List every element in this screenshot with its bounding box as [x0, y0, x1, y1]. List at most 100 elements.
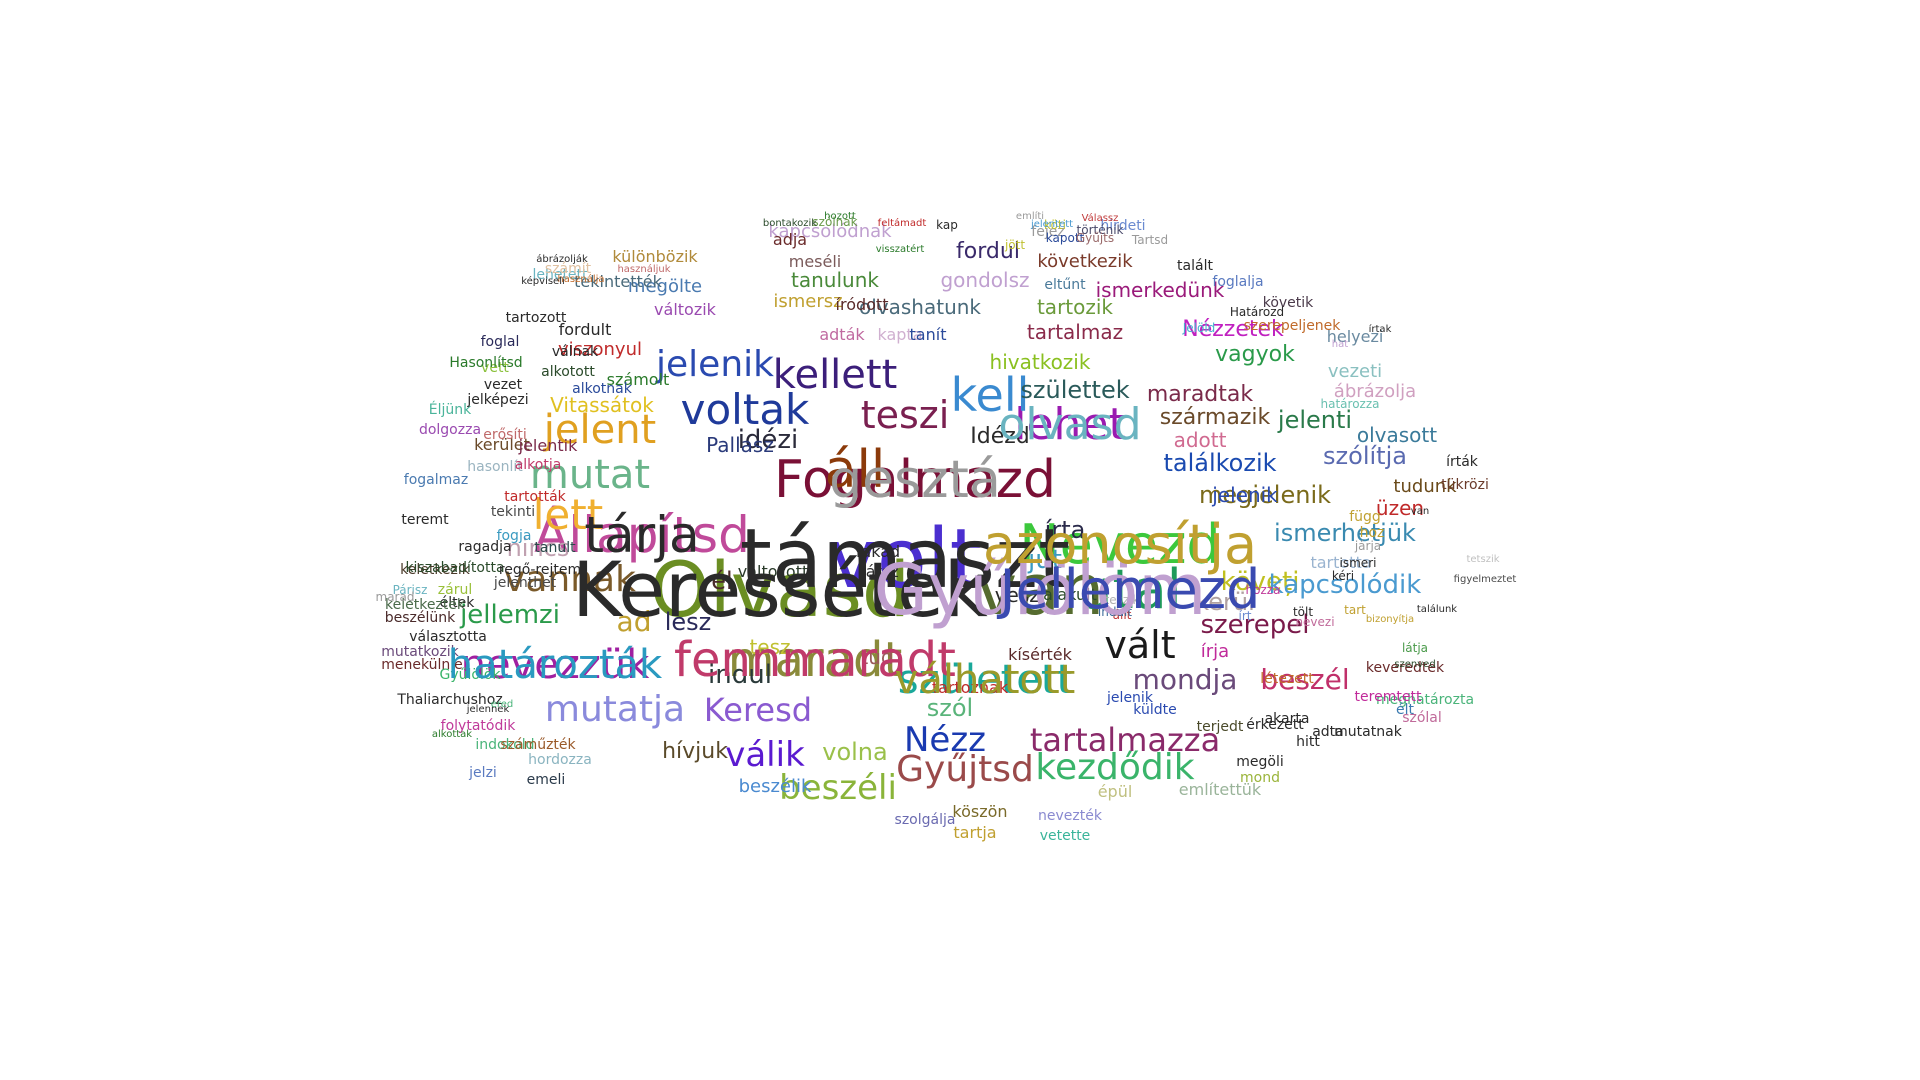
word-geszta: gesztá	[829, 450, 1001, 510]
word-vett: vett	[481, 360, 509, 376]
word-ismeri: ismeri	[1339, 556, 1377, 570]
word-szolnak: szólnak	[812, 215, 858, 229]
word-kap: kap	[936, 218, 958, 232]
word-latja: látja	[1401, 641, 1429, 655]
word-akarta: akarta	[1264, 711, 1310, 727]
word-szamit: számít	[544, 261, 592, 277]
word-van: van	[975, 549, 1105, 631]
word-rego-rejtem: regő-rejtem	[498, 562, 582, 578]
word-tamaszt: támaszt	[739, 512, 1071, 607]
word-ismerhetjuk: ismerhetjük	[1274, 519, 1416, 547]
word-kapott: kapott	[1045, 231, 1085, 245]
word-szerepeljenek: szerepeljenek	[1243, 318, 1341, 334]
word-kulonbozik: különbözik	[612, 247, 698, 266]
word-szol: szól	[926, 694, 974, 722]
word-fennmaradt: fennmaradt	[674, 632, 956, 688]
word-ismerkedunk: ismerkedünk	[1095, 278, 1225, 302]
word-mutatnak: mutatnak	[1334, 724, 1402, 740]
word-tudunk: tudunk	[1393, 476, 1457, 497]
word-tekinti: tekinti	[490, 504, 536, 520]
word-abrazolja: ábrázolja	[1333, 381, 1417, 402]
word-tartalmaz: tartalmaz	[1026, 320, 1124, 344]
word-epul: épül	[1097, 782, 1133, 801]
word-viszonyul: viszonyul	[558, 339, 642, 360]
word-figyelmeztet: figyelmeztet	[1453, 574, 1517, 585]
word-hatarozza: határozza	[1320, 397, 1380, 411]
word-volt: volt	[828, 512, 982, 607]
word-emeli: emeli	[526, 772, 566, 788]
word-szamuztek: száműzték	[500, 737, 576, 753]
word-kapta: kapta	[877, 325, 923, 344]
word-mutatkozik: mutatkozik	[381, 644, 459, 660]
word-talalkozik: találkozik	[1163, 449, 1277, 477]
word-visszatert: visszatért	[875, 244, 925, 255]
word-feltamadt: feltámadt	[877, 218, 927, 229]
word-tanulunk: tanulunk	[791, 268, 879, 292]
word-hozza: hozza	[1245, 583, 1281, 597]
word-irt: írt	[1238, 609, 1252, 623]
word-marad: marad	[375, 590, 415, 604]
word-nevezzuk: nevezzük	[460, 642, 650, 688]
word-jelentett: jelentett	[1030, 219, 1074, 230]
word-hozott: hozott	[824, 211, 856, 222]
word-valtozik: változik	[654, 300, 716, 319]
word-nezzetek: Nézzetek	[1182, 317, 1284, 342]
word-fugg: függ	[1349, 509, 1381, 525]
word-indul: indul	[708, 660, 772, 690]
word-ismersz: ismersz	[773, 291, 843, 312]
word-tesz: tesz	[749, 635, 791, 659]
word-tartja: tartja	[953, 823, 997, 842]
word-tetszik: tetszik	[1466, 554, 1500, 565]
word-nezz: Nézz	[903, 720, 987, 760]
word-irja: írja	[1200, 641, 1230, 662]
word-hataroztak: határozták	[447, 642, 663, 688]
word-elt: élt	[1396, 702, 1414, 718]
word-valnak: válnak	[551, 344, 599, 360]
word-valhatott: válhatott	[894, 657, 1076, 703]
word-hitt: hitt	[1296, 734, 1320, 750]
word-tartalmazza: tartalmazza	[1029, 721, 1221, 759]
word-fordult: fordult	[558, 320, 612, 339]
word-letezett: létezett	[1260, 671, 1314, 687]
word-adja: adja	[772, 230, 808, 249]
word-szulettek: születtek	[1020, 376, 1130, 404]
word-kuldte: küldte	[1133, 702, 1177, 718]
word-idezd: Idézd	[970, 424, 1030, 449]
word-kovetik: követik	[1262, 295, 1314, 311]
word-alakult: alakult	[1043, 585, 1097, 604]
word-kerulet: kerület	[474, 435, 530, 454]
word-koti: köti	[1044, 218, 1066, 232]
word-gyujts: Gyűjts	[1075, 231, 1115, 245]
word-indokold: indokold	[475, 737, 535, 753]
word-fogalmaz: fogalmaz	[403, 472, 469, 488]
word-jelzi: jelzi	[469, 765, 497, 781]
word-hoz: hoz	[1359, 525, 1385, 541]
word-bontakozik: bontakozik	[762, 218, 818, 229]
word-emliti: említi	[1015, 211, 1045, 222]
word-eljunk: Éljünk	[428, 402, 472, 418]
word-van: van	[1410, 506, 1430, 517]
word-vezeti: vezeti	[1327, 361, 1383, 382]
word-alkotnak: alkotnak	[572, 381, 632, 397]
word-meghatarozta: meghatározta	[1375, 692, 1475, 708]
word-mondja: mondja	[1132, 663, 1238, 696]
word-adott: adott	[1173, 428, 1227, 452]
word-jelentik: jelentik	[518, 436, 578, 455]
word-tartsd: Tartsd	[1131, 233, 1169, 247]
word-olvasott: olvasott	[1356, 423, 1438, 447]
word-maradt: maradt	[727, 632, 903, 688]
word-volna: volna	[822, 738, 888, 766]
word-szarmazik: származik	[1159, 405, 1271, 430]
word-irodott: íródott	[835, 295, 889, 314]
word-kezdodik: kezdődik	[1035, 747, 1195, 788]
word-beszeli: beszéli	[779, 768, 897, 808]
word-eltunt: eltűnt	[1044, 277, 1086, 293]
word-maradtak: maradtak	[1146, 382, 1254, 407]
word-jott: jött	[1004, 238, 1026, 252]
word-helyezi: helyezi	[1326, 327, 1384, 346]
word-azonositja: azonosítja	[982, 513, 1258, 576]
word-kapcsolodnak: kapcsolódnak	[768, 221, 892, 242]
word-koszon: köszön	[952, 802, 1008, 821]
word-teremt: teremt	[401, 512, 449, 528]
